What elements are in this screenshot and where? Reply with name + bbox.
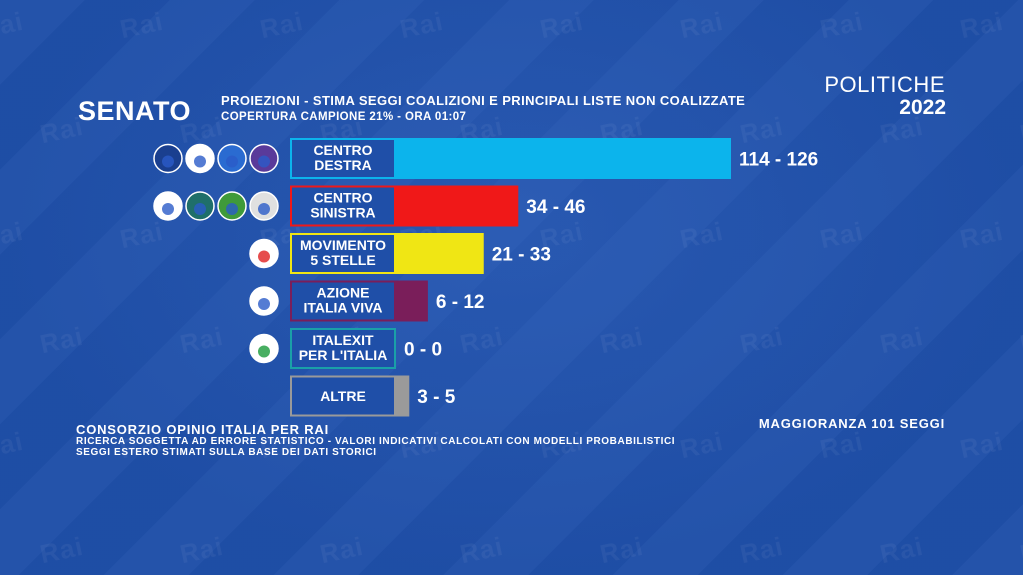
party-logo-mark: [194, 155, 206, 168]
category-label: 5 STELLE: [310, 252, 375, 268]
source-text: CONSORZIO OPINIO ITALIA PER RAI: [76, 422, 330, 437]
election-year: 2022: [899, 96, 946, 119]
value-label: 114 - 126: [739, 150, 818, 171]
category-label: CENTRO: [313, 190, 372, 206]
statistical-note: RICERCA SOGGETTA AD ERRORE STATISTICO - …: [76, 436, 676, 447]
value-label: 34 - 46: [526, 197, 585, 218]
category-label: PER L'ITALIA: [299, 347, 388, 363]
party-logo-mark: [226, 155, 238, 168]
bar: [396, 185, 519, 227]
category-label: ALTRE: [320, 388, 366, 404]
coverage-text: COPERTURA CAMPIONE 21% - ORA 01:07: [221, 111, 467, 123]
party-logo-mark: [258, 345, 270, 358]
value-label: 6 - 12: [436, 292, 485, 313]
value-label: 3 - 5: [417, 387, 455, 408]
category-label: ITALEXIT: [312, 332, 374, 348]
majority-text: MAGGIORANZA 101 SEGGI: [758, 416, 945, 431]
party-logo-mark: [194, 203, 206, 215]
election-label: POLITICHE: [824, 72, 945, 97]
party-logo-mark: [162, 203, 174, 215]
party-logo-mark: [226, 203, 238, 215]
chart-subtitle: PROIEZIONI - STIMA SEGGI COALIZIONI E PR…: [221, 93, 746, 108]
party-logo-mark: [258, 203, 270, 215]
foreign-seats-note: SEGGI ESTERO STIMATI SULLA BASE DEI DATI…: [76, 447, 377, 458]
category-box: [290, 280, 396, 322]
bar: [396, 138, 731, 179]
value-label: 21 - 33: [492, 245, 551, 266]
category-box: [290, 185, 396, 227]
party-logo-mark: [258, 298, 270, 310]
bar: [396, 233, 484, 274]
category-label: AZIONE: [317, 285, 370, 301]
category-label: ITALIA VIVA: [303, 300, 382, 316]
party-logo-mark: [162, 155, 174, 168]
category-label: DESTRA: [314, 157, 372, 173]
category-box: [290, 328, 396, 369]
category-box: [290, 375, 396, 417]
category-label: CENTRO: [313, 142, 372, 158]
bar: [396, 375, 410, 417]
category-label: SINISTRA: [310, 205, 375, 221]
party-logo-mark: [258, 250, 270, 263]
bar: [396, 280, 428, 322]
party-logo-mark: [258, 155, 270, 168]
value-label: 0 - 0: [404, 340, 442, 361]
bar-row: ALTRE 3 - 5: [290, 375, 456, 417]
category-box: [290, 138, 396, 179]
chamber-title: SENATO: [78, 96, 192, 126]
category-label: MOVIMENTO: [300, 237, 386, 253]
category-box: [290, 233, 396, 274]
